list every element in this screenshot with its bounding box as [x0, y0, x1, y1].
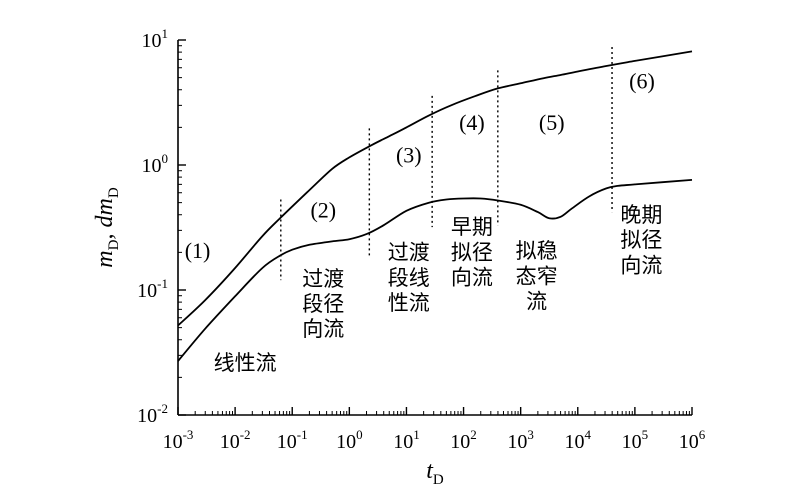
x-axis-label: tD	[426, 458, 444, 488]
labels: 10-3 10-2 10-1 100 101 102 103 104 105 10610-210-…	[92, 26, 706, 488]
x-tick-label: 100	[336, 427, 363, 453]
region-label: 拟稳态窄流	[516, 239, 558, 313]
x-tick-label: 106	[679, 427, 706, 453]
y-tick-label: 10-1	[137, 276, 168, 302]
y-tick-label: 10-2	[137, 401, 168, 427]
region-label: 过渡段径向流	[302, 267, 344, 341]
curves	[177, 50, 693, 362]
y-tick-label: 101	[142, 26, 169, 52]
y-axis-label: mD, dmD	[92, 187, 122, 268]
region-label: 早期拟径向流	[451, 215, 493, 289]
region-number: (1)	[185, 238, 211, 263]
x-tick-label: 105	[622, 427, 649, 453]
y-tick-label: 100	[142, 151, 169, 177]
region-number: (2)	[310, 198, 336, 223]
pressure-curve	[177, 50, 693, 327]
derivative-curve	[177, 179, 693, 362]
x-tick-label: 10-3	[163, 427, 194, 453]
x-tick-label: 102	[450, 427, 477, 453]
axes	[177, 39, 693, 416]
x-tick-label: 10-2	[220, 427, 251, 453]
x-tick-label: 104	[565, 427, 592, 453]
region-number: (6)	[629, 68, 655, 93]
region-number: (5)	[539, 110, 565, 135]
region-number: (3)	[396, 142, 422, 167]
x-tick-label: 10-1	[277, 427, 308, 453]
region-label: 过渡段线性流	[388, 241, 430, 315]
x-tick-label: 103	[507, 427, 534, 453]
x-tick-label: 101	[393, 427, 420, 453]
region-number: (4)	[459, 110, 485, 135]
annotation-label: 线性流	[214, 351, 277, 375]
region-label: 晚期拟径向流	[620, 203, 662, 277]
region-dividers	[280, 46, 613, 281]
